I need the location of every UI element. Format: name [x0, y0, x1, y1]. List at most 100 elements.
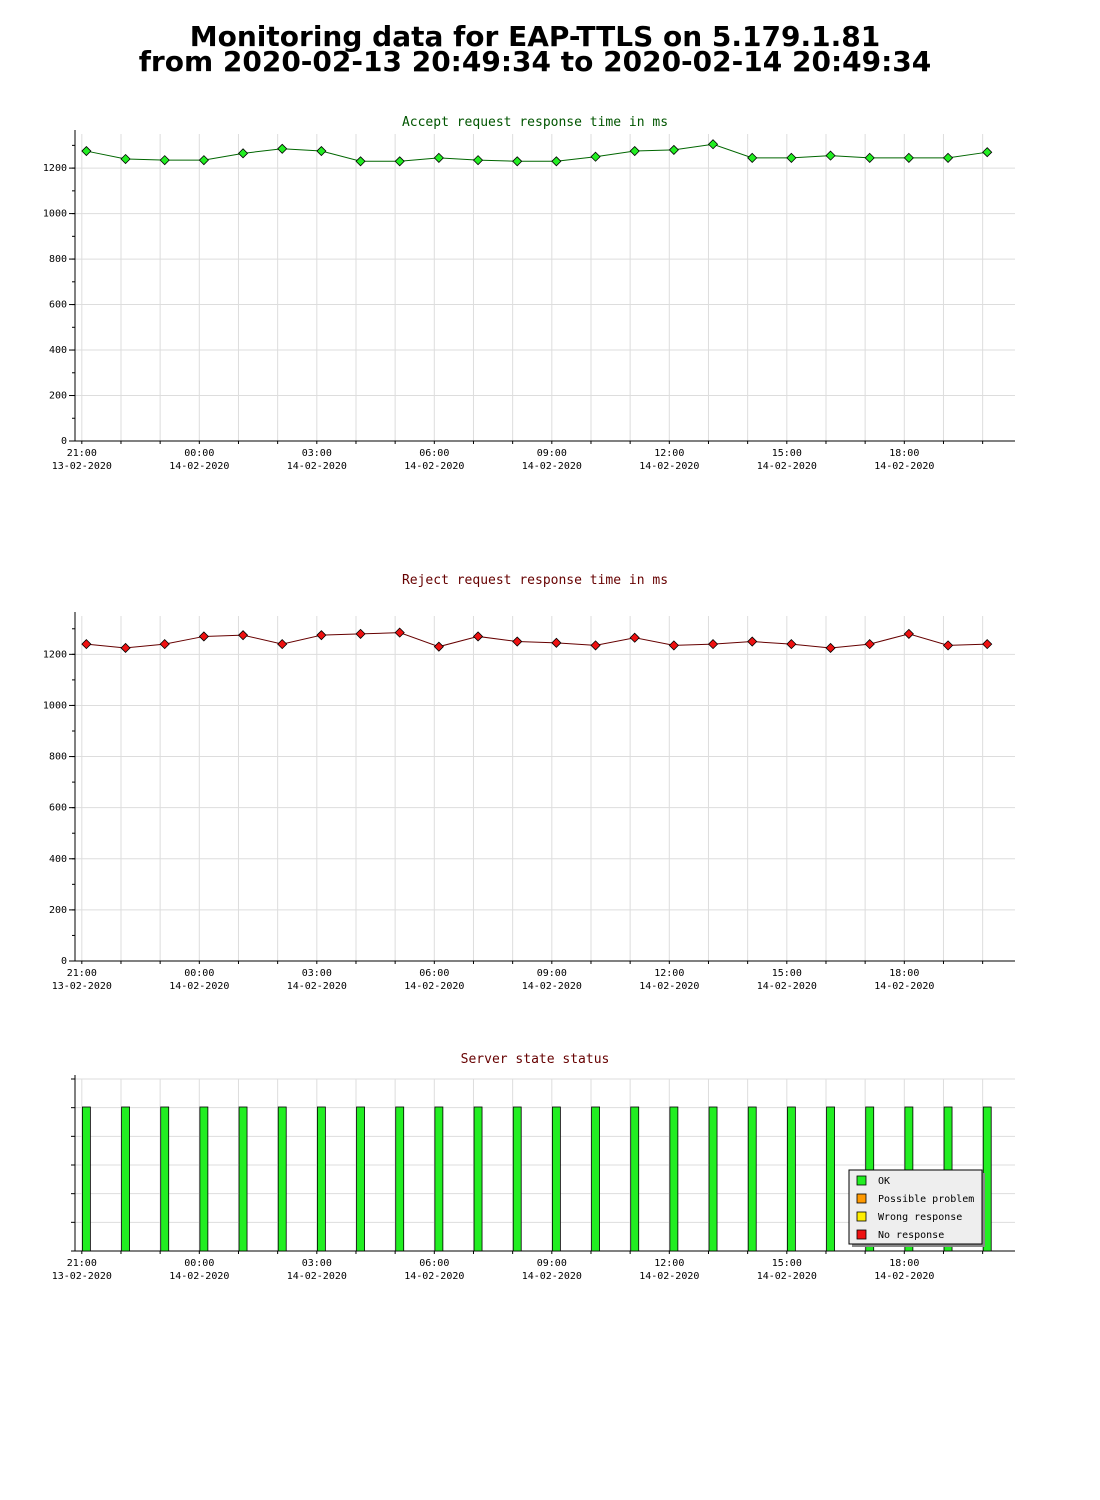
y-tick-label: 0 — [61, 956, 67, 967]
x-tick-date-label: 14-02-2020 — [287, 461, 347, 472]
data-point — [355, 156, 366, 167]
data-point — [81, 145, 92, 157]
x-tick-label: 18:00 — [889, 1258, 919, 1269]
data-point — [668, 640, 679, 651]
y-tick-label: 600 — [49, 300, 67, 311]
data-point — [316, 145, 327, 157]
data-point — [903, 628, 914, 639]
data-point — [198, 155, 209, 166]
status-bar — [356, 1106, 365, 1252]
x-tick-date-label: 14-02-2020 — [639, 1271, 699, 1282]
data-point — [237, 148, 249, 159]
data-point — [355, 628, 366, 639]
status-bar — [121, 1106, 130, 1252]
data-point — [316, 630, 327, 641]
data-point — [433, 641, 444, 652]
legend-swatch — [856, 1211, 867, 1222]
data-point — [277, 639, 288, 650]
y-tick-label: 200 — [49, 905, 67, 916]
data-point — [394, 156, 405, 167]
x-tick-date-label: 14-02-2020 — [757, 1271, 817, 1282]
data-point — [198, 631, 209, 642]
status-bar — [591, 1106, 600, 1252]
status-bar — [199, 1106, 209, 1252]
data-point — [81, 639, 92, 650]
data-point — [472, 155, 484, 166]
x-tick-date-label: 14-02-2020 — [287, 1271, 347, 1282]
data-point — [551, 637, 562, 648]
series-line — [86, 143, 988, 162]
data-point — [590, 151, 601, 162]
data-point — [747, 152, 758, 163]
page-title-line-1: Monitoring data for EAP-TTLS on 5.179.1.… — [189, 20, 881, 53]
y-tick-label: 0 — [61, 436, 67, 447]
x-tick-date-label: 13-02-2020 — [52, 461, 112, 472]
data-point — [942, 152, 954, 163]
x-tick-label: 09:00 — [537, 448, 567, 459]
data-point — [120, 153, 131, 165]
page-title-line-2: from 2020-02-13 20:49:34 to 2020-02-14 2… — [138, 45, 932, 78]
x-tick-date-label: 14-02-2020 — [874, 461, 934, 472]
x-tick-date-label: 14-02-2020 — [639, 981, 699, 992]
x-tick-label: 12:00 — [654, 968, 684, 979]
data-point — [707, 139, 719, 150]
y-tick-label: 400 — [49, 854, 67, 865]
x-tick-label: 15:00 — [772, 968, 802, 979]
data-point — [277, 143, 288, 154]
legend-swatch — [856, 1175, 867, 1186]
chart-title: Accept request response time in ms — [402, 115, 668, 130]
x-tick-date-label: 14-02-2020 — [404, 1271, 464, 1282]
y-tick-label: 1200 — [43, 649, 67, 660]
status-bar — [238, 1106, 248, 1252]
status-bar — [81, 1106, 91, 1252]
status-bar — [512, 1106, 522, 1252]
x-tick-label: 15:00 — [772, 448, 802, 459]
status-bar — [395, 1106, 405, 1252]
data-point — [707, 639, 719, 650]
data-point — [629, 145, 640, 157]
x-tick-label: 00:00 — [184, 448, 214, 459]
status-bar — [826, 1106, 835, 1252]
status-bar — [630, 1106, 640, 1252]
status-bar — [434, 1106, 444, 1252]
chart-title: Reject request response time in ms — [402, 573, 668, 588]
data-point — [747, 636, 758, 647]
data-point — [942, 640, 954, 651]
data-point — [786, 152, 797, 163]
x-tick-date-label: 14-02-2020 — [522, 461, 582, 472]
data-point — [903, 152, 914, 163]
x-tick-label: 06:00 — [419, 968, 449, 979]
legend-swatch — [856, 1193, 867, 1204]
x-tick-label: 00:00 — [184, 968, 214, 979]
x-tick-label: 18:00 — [889, 448, 919, 459]
x-tick-date-label: 14-02-2020 — [874, 981, 934, 992]
reject-response-chart: Reject request response time in ms 0 200 4… — [43, 573, 1015, 992]
status-bar — [747, 1106, 757, 1252]
server-state-chart: Server state status 21:00 13-02-2020 00:00… — [52, 1052, 1015, 1282]
legend-label: Possible problem — [878, 1194, 974, 1205]
y-tick-label: 1200 — [43, 163, 67, 174]
x-tick-date-label: 14-02-2020 — [287, 981, 347, 992]
x-tick-date-label: 14-02-2020 — [169, 981, 229, 992]
x-tick-date-label: 14-02-2020 — [757, 461, 817, 472]
data-point — [120, 642, 131, 654]
x-tick-label: 03:00 — [302, 448, 332, 459]
data-point — [825, 150, 836, 161]
legend — [848, 1169, 983, 1245]
x-tick-date-label: 14-02-2020 — [757, 981, 817, 992]
x-tick-label: 09:00 — [537, 1258, 567, 1269]
x-tick-date-label: 14-02-2020 — [522, 1271, 582, 1282]
legend-swatch — [856, 1229, 867, 1240]
x-tick-label: 21:00 — [67, 1258, 97, 1269]
data-point — [629, 632, 640, 643]
legend-label: Wrong response — [878, 1212, 962, 1223]
x-tick-date-label: 14-02-2020 — [522, 981, 582, 992]
data-point — [394, 627, 405, 638]
x-tick-label: 21:00 — [67, 448, 97, 459]
data-point — [982, 147, 993, 158]
x-tick-date-label: 14-02-2020 — [639, 461, 699, 472]
status-bar — [316, 1106, 326, 1252]
x-tick-date-label: 13-02-2020 — [52, 1271, 112, 1282]
legend-label: OK — [878, 1176, 890, 1187]
x-tick-label: 06:00 — [419, 1258, 449, 1269]
